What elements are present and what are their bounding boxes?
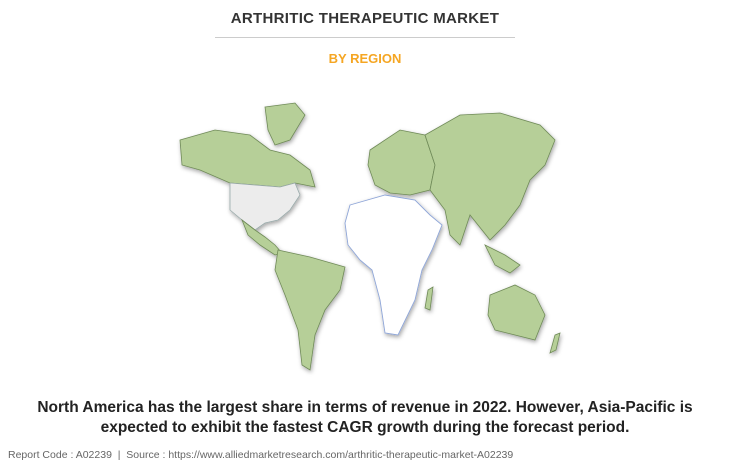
subtitle: BY REGION [328, 51, 402, 66]
canada-alaska [179, 129, 316, 188]
greenland [264, 102, 306, 146]
africa [344, 194, 443, 336]
south-america [274, 249, 346, 371]
world-map [179, 102, 561, 371]
footer: Report Code : A02239 | Source : https://… [8, 449, 514, 461]
australia [487, 284, 546, 341]
title-rule [215, 37, 515, 38]
asia [424, 112, 556, 246]
title: ARTHRITIC THERAPEUTIC MARKET [230, 10, 500, 27]
new-zealand [549, 332, 561, 354]
europe [367, 129, 436, 196]
description: North America has the largest share in t… [37, 399, 693, 436]
southeast-asia [484, 244, 521, 274]
madagascar [424, 286, 434, 311]
north-america [229, 182, 301, 231]
